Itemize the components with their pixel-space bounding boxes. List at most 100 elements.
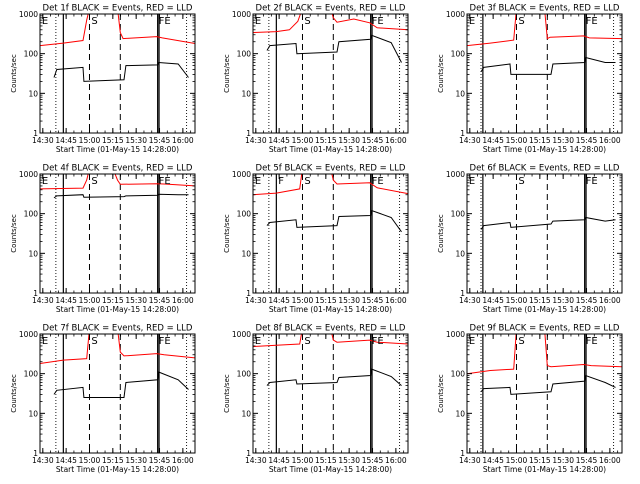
x-tick-label: 14:45: [55, 296, 77, 305]
panel-det-7: Det 7f BLACK = Events, RED = LLD 1 10 100 10…: [10, 324, 196, 474]
series-line-events: [266, 368, 402, 386]
y-tick-label: 100: [237, 210, 252, 219]
x-axis-label: Start Time (01-May-15 14:28:00): [269, 465, 392, 474]
axes-frame: [39, 173, 196, 294]
y-tick-label: 100: [24, 370, 39, 379]
x-tick-label: 15:15: [315, 296, 337, 305]
x-tick-label: 15:15: [102, 296, 124, 305]
panel-title: Det 2f BLACK = Events, RED = LLD: [256, 4, 406, 14]
event-marker-label: FE: [372, 336, 384, 347]
x-tick-label: 15:15: [529, 296, 551, 305]
y-tick-label: 100: [237, 50, 252, 59]
event-marker-label: FE: [159, 16, 171, 27]
y-axis-label: Counts/sec: [10, 214, 18, 253]
panel-title: Det 1f BLACK = Events, RED = LLD: [43, 4, 193, 14]
event-marker-label: FE: [159, 176, 171, 187]
series-line-events: [266, 34, 402, 63]
event-marker-label: S: [91, 336, 97, 347]
y-tick-label: 1000: [232, 10, 251, 19]
panel-title: Det 4f BLACK = Events, RED = LLD: [43, 164, 193, 174]
y-axis-label: Counts/sec: [10, 54, 18, 93]
x-tick-label: 14:45: [55, 456, 77, 465]
plot-area: [40, 334, 195, 453]
y-tick-label: 1000: [232, 170, 251, 179]
y-tick-label: 10: [455, 89, 465, 98]
y-tick-label: 100: [451, 50, 466, 59]
x-axis-label: Start Time (01-May-15 14:28:00): [56, 465, 179, 474]
event-marker-label: FE: [372, 176, 384, 187]
y-axis-label: Counts/sec: [10, 374, 18, 413]
plot-area: [467, 14, 622, 133]
series-line-lld: [40, 334, 195, 364]
x-tick-label: 15:15: [315, 456, 337, 465]
panel-det-8: Det 8f BLACK = Events, RED = LLD 1 10 100 10…: [223, 324, 409, 474]
x-tick-label: 15:15: [102, 456, 124, 465]
y-tick-label: 1: [246, 449, 251, 458]
y-tick-label: 10: [28, 89, 38, 98]
x-tick-label: 14:30: [459, 136, 481, 145]
y-tick-label: 10: [241, 89, 251, 98]
y-tick-label: 1: [33, 289, 38, 298]
x-tick-label: 14:30: [32, 136, 54, 145]
y-tick-label: 1000: [446, 170, 465, 179]
x-tick-label: 16:00: [385, 296, 407, 305]
x-tick-label: 15:15: [529, 136, 551, 145]
x-tick-label: 16:00: [172, 296, 194, 305]
event-marker-label: E: [255, 16, 261, 27]
y-tick-label: 1000: [19, 170, 38, 179]
x-tick-label: 16:00: [172, 456, 194, 465]
axes-frame: [39, 333, 196, 454]
panel-det-2: Det 2f BLACK = Events, RED = LLD 1 10 100 10…: [223, 4, 409, 154]
series-line-events: [480, 56, 616, 75]
x-axis-label: Start Time (01-May-15 14:28:00): [56, 305, 179, 314]
event-marker-label: E: [42, 176, 48, 187]
x-tick-label: 15:00: [292, 456, 314, 465]
y-tick-label: 100: [451, 370, 466, 379]
x-tick-label: 15:30: [552, 296, 574, 305]
series-line-events: [480, 216, 616, 230]
y-tick-label: 1: [460, 289, 465, 298]
event-marker-label: S: [91, 16, 97, 27]
event-marker-label: S: [518, 16, 524, 27]
x-axis-label: Start Time (01-May-15 14:28:00): [56, 145, 179, 154]
series-line-lld: [253, 14, 408, 34]
x-tick-label: 15:45: [576, 136, 598, 145]
x-tick-label: 16:00: [599, 136, 621, 145]
x-tick-label: 16:00: [599, 296, 621, 305]
event-marker-label: FE: [586, 176, 598, 187]
plot-area: [253, 174, 408, 293]
x-tick-label: 15:45: [576, 296, 598, 305]
panel-title: Det 6f BLACK = Events, RED = LLD: [470, 164, 620, 174]
event-marker-label: E: [42, 16, 48, 27]
x-tick-label: 15:00: [506, 136, 528, 145]
x-tick-label: 14:30: [32, 456, 54, 465]
series-line-events: [266, 209, 402, 233]
x-tick-label: 14:30: [459, 456, 481, 465]
plot-area: [253, 334, 408, 453]
y-tick-label: 10: [241, 249, 251, 258]
y-tick-label: 10: [455, 409, 465, 418]
x-tick-label: 15:45: [149, 456, 171, 465]
y-tick-label: 10: [241, 409, 251, 418]
x-tick-label: 14:30: [32, 296, 54, 305]
event-marker-label: E: [469, 16, 475, 27]
x-tick-label: 15:00: [506, 456, 528, 465]
x-tick-label: 15:30: [338, 136, 360, 145]
panel-det-3: Det 3f BLACK = Events, RED = LLD 1 10 100 10…: [437, 4, 623, 154]
x-tick-label: 16:00: [172, 136, 194, 145]
y-tick-label: 100: [24, 210, 39, 219]
y-tick-label: 1: [33, 449, 38, 458]
panel-title: Det 3f BLACK = Events, RED = LLD: [470, 4, 620, 14]
event-marker-label: E: [469, 176, 475, 187]
x-axis-label: Start Time (01-May-15 14:28:00): [269, 145, 392, 154]
event-marker-label: FE: [586, 336, 598, 347]
x-tick-label: 15:30: [552, 456, 574, 465]
plot-area: [40, 14, 195, 133]
event-marker-label: FE: [586, 16, 598, 27]
panel-title: Det 7f BLACK = Events, RED = LLD: [43, 324, 193, 334]
x-tick-label: 15:15: [315, 136, 337, 145]
y-tick-label: 100: [24, 50, 39, 59]
y-axis-label: Counts/sec: [437, 374, 445, 413]
series-line-events: [480, 374, 616, 395]
